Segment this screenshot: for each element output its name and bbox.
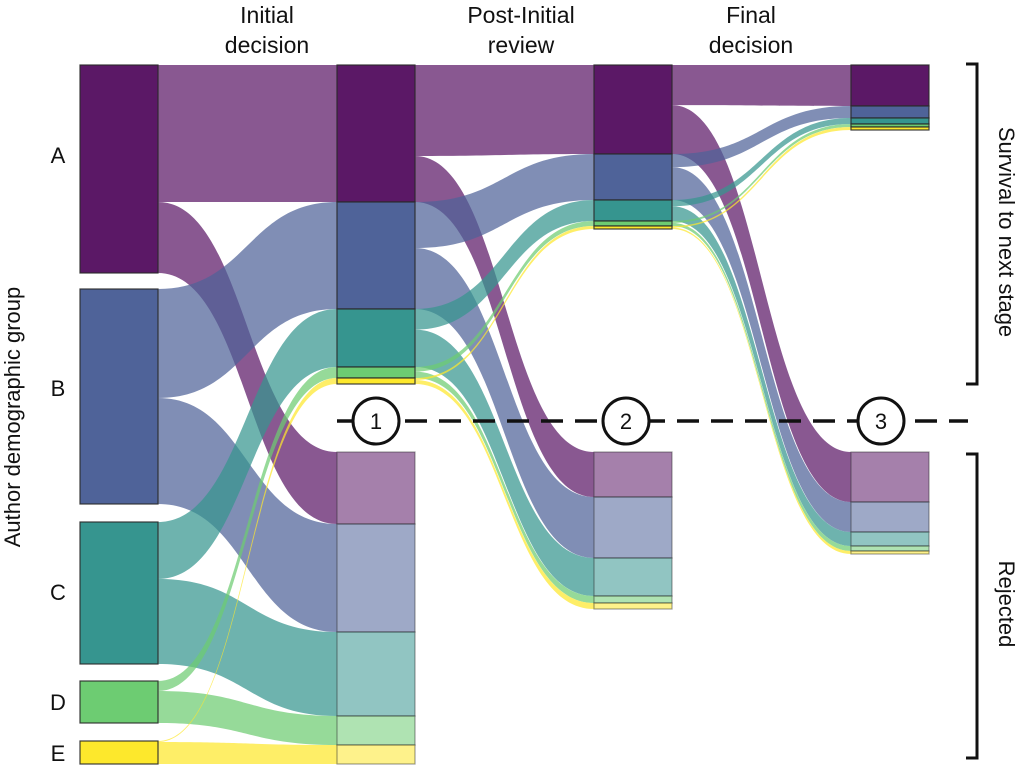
checkpoint-marker-2: 2 (601, 396, 651, 446)
node-initial-reject-b (336, 523, 416, 633)
link-d-review-reject (415, 371, 594, 603)
sankey-nodes (79, 64, 930, 765)
stage-title-line: Final (726, 2, 776, 28)
link-a-review-survive (415, 65, 594, 156)
checkpoint-number: 3 (875, 409, 887, 434)
link-b-initial-reject (158, 398, 337, 632)
link-c-review-reject (415, 329, 594, 596)
link-e-initial-reject (158, 742, 337, 764)
link-a-final-reject (672, 105, 851, 502)
link-e-review-survive (415, 226, 594, 380)
node-review-survive-a (593, 64, 673, 155)
node-group-e (79, 740, 159, 765)
node-review-survive-e (593, 225, 673, 230)
link-e-review-reject (415, 380, 594, 609)
link-e-final-reject (672, 227, 851, 554)
node-final-reject-d (850, 545, 930, 552)
link-b-review-survive (415, 154, 594, 248)
node-initial-reject-a (336, 451, 416, 525)
node-group-d (79, 680, 159, 724)
survival-label: Survival to next stage (994, 126, 1018, 338)
node-initial-survive-a (336, 64, 416, 203)
node-group-c (79, 521, 159, 665)
node-initial-survive-c (336, 308, 416, 368)
link-e-initial-survive (158, 378, 337, 742)
link-c-review-survive (415, 200, 594, 330)
link-a-review-reject (415, 155, 594, 497)
stage-title-line: Post-Initial (467, 2, 575, 28)
stage-title-post-initial-review: Post-Initial review (421, 0, 621, 60)
link-d-review-survive (415, 221, 594, 372)
link-c-initial-survive (158, 309, 337, 579)
checkpoint-marker-3: 3 (856, 396, 906, 446)
link-c-final-survive (672, 118, 851, 207)
node-review-reject-b (593, 496, 673, 559)
node-review-survive-c (593, 199, 673, 222)
link-b-review-reject (415, 248, 594, 558)
group-label-b: B (50, 376, 66, 401)
node-final-survive-b (850, 105, 930, 119)
node-final-survive-c (850, 117, 930, 125)
link-c-initial-reject (158, 579, 337, 716)
rejected-bracket (966, 452, 979, 760)
checkpoint-marker-1: 1 (351, 396, 401, 446)
node-review-reject-d (593, 595, 673, 604)
node-final-reject-a (850, 451, 930, 503)
node-initial-reject-c (336, 631, 416, 717)
node-final-reject-c (850, 531, 930, 547)
checkpoint-number: 1 (370, 409, 382, 434)
node-final-reject-e (850, 550, 930, 555)
node-initial-reject-e (336, 744, 416, 765)
link-b-final-survive (672, 106, 851, 168)
link-d-initial-survive (158, 367, 337, 691)
y-axis-label: Author demographic group (0, 286, 25, 548)
group-label-c: C (50, 580, 66, 605)
stage-title-line: Initial (240, 2, 294, 28)
stage-title-line: decision (708, 32, 794, 58)
node-final-reject-b (850, 501, 930, 533)
link-a-final-survive (672, 65, 851, 106)
survival-bracket (966, 62, 979, 386)
stage-title-line: review (487, 32, 555, 58)
node-review-survive-b (593, 153, 673, 201)
link-b-final-reject (672, 167, 851, 532)
link-e-final-survive (672, 127, 851, 228)
link-d-initial-reject (158, 691, 337, 745)
node-review-reject-a (593, 451, 673, 498)
link-d-final-survive (672, 124, 851, 223)
node-review-survive-d (593, 220, 673, 227)
link-d-final-reject (672, 222, 851, 551)
node-initial-reject-d (336, 715, 416, 746)
stage-title-final-decision: Final decision (651, 0, 851, 60)
node-group-a (79, 64, 159, 274)
annotations: 1 2 3 (337, 62, 979, 760)
link-a-initial-survive (158, 65, 337, 202)
node-initial-survive-b (336, 201, 416, 310)
link-b-initial-survive (158, 202, 337, 398)
node-review-reject-e (593, 602, 673, 610)
node-initial-survive-e (336, 377, 416, 385)
node-group-b (79, 288, 159, 505)
sankey-links (158, 65, 851, 764)
group-label-a: A (50, 143, 66, 168)
stage-title-line: decision (224, 32, 310, 58)
checkpoint-number: 2 (620, 409, 632, 434)
node-final-survive-e (850, 126, 930, 131)
group-label-e: E (50, 741, 66, 766)
node-initial-survive-d (336, 366, 416, 379)
rejected-label: Rejected (994, 560, 1018, 648)
link-c-final-reject (672, 206, 851, 547)
node-review-reject-c (593, 557, 673, 597)
node-final-survive-a (850, 64, 930, 107)
group-label-d: D (50, 690, 66, 715)
stage-title-initial-decision: Initial decision (167, 0, 367, 60)
